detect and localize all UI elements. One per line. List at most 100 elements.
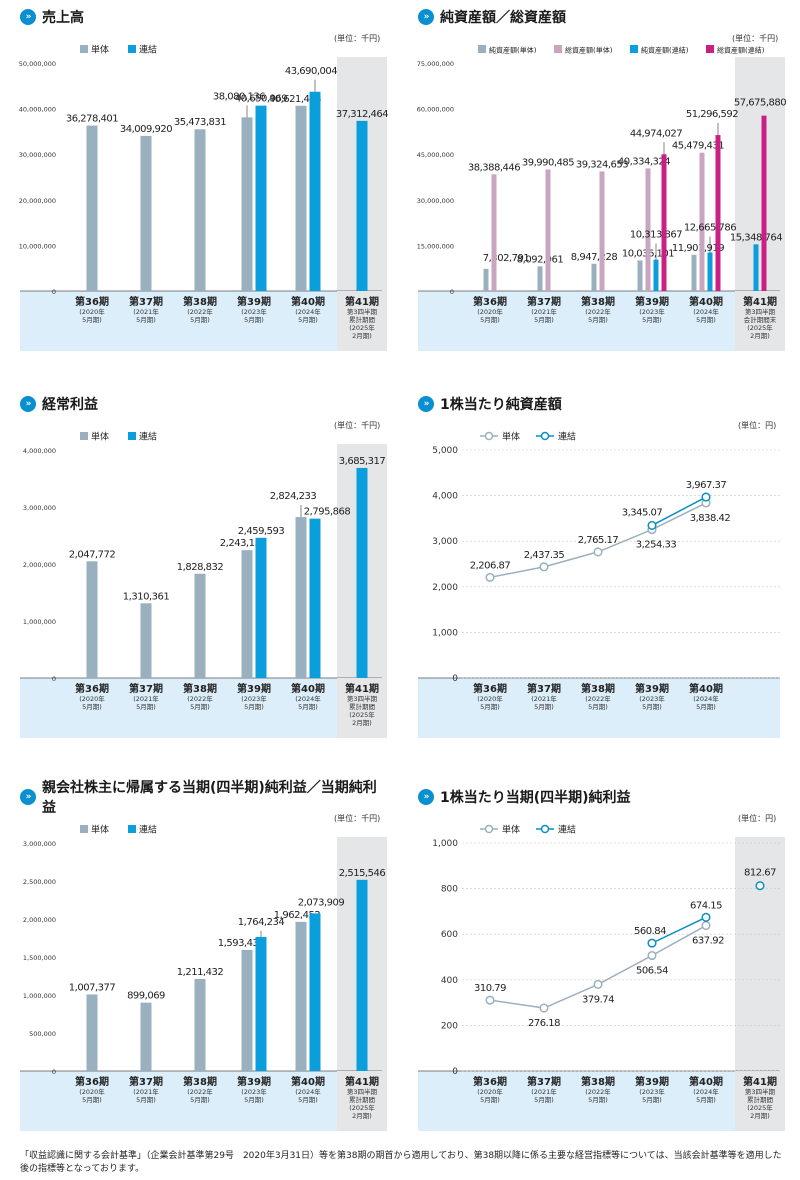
x-category-sublabel: 累計期間 bbox=[349, 315, 375, 324]
shaded-period-column bbox=[735, 837, 785, 1071]
bar bbox=[537, 266, 543, 291]
data-label: 7,302,791 bbox=[483, 253, 530, 264]
y-tick-label: 20,000,000 bbox=[19, 197, 56, 205]
x-category-sublabel: 第3四半期 bbox=[745, 1087, 776, 1096]
x-category-sublabel: 5月期) bbox=[136, 703, 156, 711]
y-tick-label: 2,000,000 bbox=[23, 916, 56, 924]
bar bbox=[661, 154, 667, 291]
footnote: 「収益認識に関する会計基準」（企業会計基準第29号 2020年3月31日）等を第… bbox=[20, 1151, 782, 1174]
chart-ordinary-profit: 0 1,000,000 2,000,000 3,000,000 4,000,000 第36… bbox=[20, 431, 387, 738]
data-label: 44,974,027 bbox=[630, 128, 682, 139]
x-category-sublabel: (2020年 bbox=[477, 694, 503, 703]
series-line-segment bbox=[651, 502, 707, 531]
x-category-label: 第39期 bbox=[237, 1075, 271, 1088]
x-category-sublabel: 5月期) bbox=[480, 316, 500, 324]
y-tick-label: 1,500,000 bbox=[23, 954, 56, 962]
data-label: 40,334,324 bbox=[618, 156, 670, 167]
data-label: 3,685,317 bbox=[339, 456, 386, 467]
x-category-sublabel: (2021年 bbox=[133, 307, 159, 316]
bar bbox=[645, 168, 651, 291]
category-band bbox=[20, 1071, 382, 1131]
x-category-sublabel: 5月期) bbox=[82, 703, 102, 711]
x-category-sublabel: 5月期) bbox=[244, 703, 264, 711]
data-point bbox=[701, 921, 711, 931]
x-category-sublabel: (2020年 bbox=[79, 694, 105, 703]
bar bbox=[194, 573, 206, 678]
x-category-sublabel: 5月期) bbox=[642, 703, 662, 711]
chart-bps: 01,0002,0003,0004,0005,000第36期(2020年5月期)… bbox=[418, 431, 780, 738]
data-label: 3,254.33 bbox=[636, 540, 677, 551]
data-label: 1,310,361 bbox=[123, 591, 170, 602]
legend-label: 連結 bbox=[139, 824, 157, 836]
data-point bbox=[755, 881, 765, 891]
x-category-label: 第36期 bbox=[473, 1075, 507, 1088]
shaded-period-band bbox=[337, 678, 387, 738]
y-tick-label: 45,000,000 bbox=[417, 151, 454, 159]
x-category-label: 第40期 bbox=[291, 682, 325, 695]
panel-sales: » 売上高 (単位：千円) 0 10,000,000 20,000,000 30,000… bbox=[19, 5, 390, 355]
data-label: 1,211,432 bbox=[177, 967, 224, 978]
x-category-sublabel: 累計期間 bbox=[349, 1095, 375, 1104]
legend-label: 単体 bbox=[502, 431, 520, 443]
chevron-double-right-icon: » bbox=[418, 789, 434, 805]
series-line-segment bbox=[489, 566, 545, 579]
y-tick-label: 1,000,000 bbox=[23, 992, 56, 1000]
x-category-sublabel: 5月期) bbox=[136, 1096, 156, 1104]
y-tick-label: 0 bbox=[452, 674, 458, 684]
x-category-sublabel: (2025年 bbox=[349, 323, 375, 332]
x-category-sublabel: 5月期) bbox=[244, 1096, 264, 1104]
legend-label: 連結 bbox=[139, 44, 157, 56]
x-category-sublabel: (2020年 bbox=[79, 1087, 105, 1096]
data-label: 1,764,234 bbox=[238, 917, 285, 928]
x-category-sublabel: 5月期) bbox=[534, 1096, 554, 1104]
chart-title: 1株当たり純資産額 bbox=[440, 397, 562, 413]
data-point bbox=[647, 950, 657, 961]
y-tick-label: 75,000,000 bbox=[417, 60, 454, 68]
shaded-period-column bbox=[735, 57, 785, 291]
data-label: 310.79 bbox=[474, 983, 506, 994]
shaded-period-band bbox=[337, 291, 387, 351]
chart-sales: 0 10,000,000 20,000,000 30,000,000 40,000,00… bbox=[19, 44, 389, 351]
data-label: 40,650,969 bbox=[235, 94, 287, 105]
bar bbox=[356, 120, 368, 291]
bar bbox=[295, 105, 307, 291]
data-label: 11,901,919 bbox=[672, 243, 724, 254]
data-label: 15,348,764 bbox=[730, 232, 782, 243]
data-label: 34,009,920 bbox=[120, 124, 172, 135]
x-category-label: 第36期 bbox=[75, 682, 109, 695]
bar bbox=[295, 517, 307, 678]
x-category-sublabel: (2024年 bbox=[693, 694, 719, 703]
y-tick-label: 50,000,000 bbox=[19, 60, 56, 68]
x-category-sublabel: 第3四半期 bbox=[347, 1087, 378, 1096]
x-category-sublabel: (2020年 bbox=[477, 1087, 503, 1096]
x-category-sublabel: 5月期) bbox=[696, 1096, 716, 1104]
unit-label: (単位：円) bbox=[738, 421, 777, 430]
bar bbox=[761, 115, 767, 292]
legend-label: 純資産額(連結) bbox=[641, 46, 689, 55]
data-label: 637.92 bbox=[692, 936, 724, 947]
x-category-sublabel: 5月期) bbox=[298, 1096, 318, 1104]
y-tick-label: 0 bbox=[452, 1067, 458, 1077]
legend-swatch bbox=[706, 45, 714, 53]
chart-title: 純資産額／総資産額 bbox=[440, 10, 566, 26]
chevron-double-right-icon: » bbox=[20, 396, 36, 412]
chart-eps: 02004006008001,000第36期(2020年5月期)第37期(202… bbox=[418, 824, 785, 1131]
x-category-label: 第38期 bbox=[183, 682, 217, 695]
data-label: 37,312,464 bbox=[336, 109, 388, 120]
x-category-sublabel: 5月期) bbox=[190, 316, 210, 324]
y-tick-label: 5,000 bbox=[432, 446, 458, 456]
x-category-sublabel: (2024年 bbox=[295, 694, 321, 703]
legend-marker bbox=[484, 431, 494, 441]
x-category-sublabel: (2022年 bbox=[187, 1087, 213, 1096]
legend-swatch bbox=[80, 45, 88, 53]
bar bbox=[699, 152, 705, 291]
x-category-sublabel: (2024年 bbox=[693, 307, 719, 316]
y-tick-label: 800 bbox=[441, 885, 458, 895]
category-band bbox=[418, 678, 780, 738]
legend-label: 純資産額(単体) bbox=[489, 46, 537, 55]
data-label: 3,838.42 bbox=[690, 513, 731, 524]
x-category-sublabel: 5月期) bbox=[696, 316, 716, 324]
bar bbox=[356, 879, 368, 1071]
data-label: 57,675,880 bbox=[734, 98, 786, 109]
y-tick-label: 2,500,000 bbox=[23, 878, 56, 886]
